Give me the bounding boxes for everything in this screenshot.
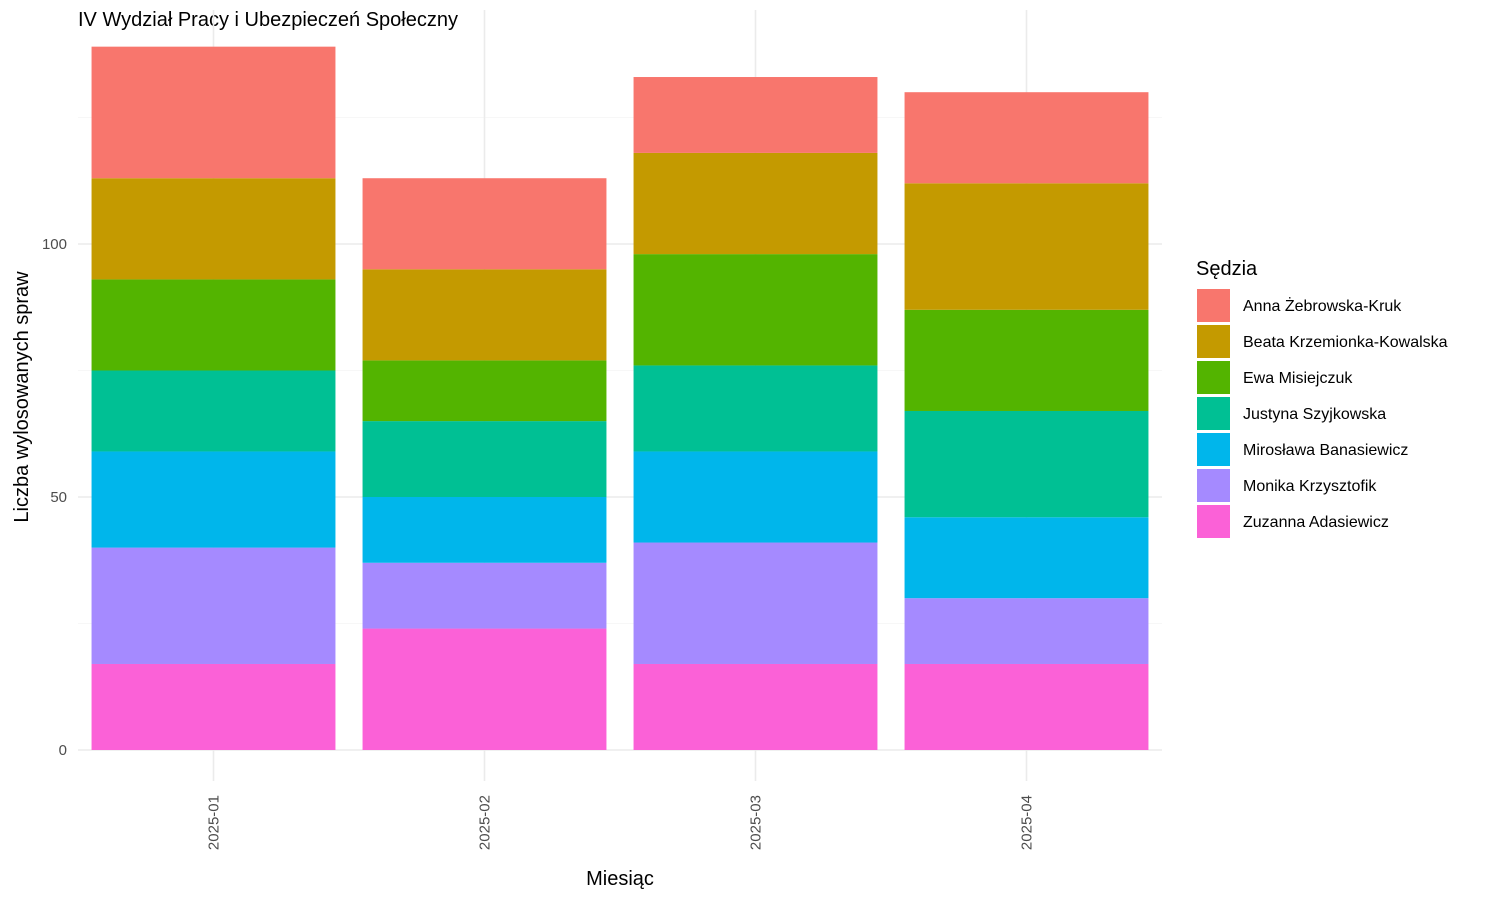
bar-segment [904, 92, 1149, 184]
y-axis-ticks: 0 50 100 [42, 236, 67, 759]
legend-label: Zuzanna Adasiewicz [1243, 514, 1389, 531]
legend-swatch [1197, 325, 1230, 358]
y-tick-label: 50 [50, 489, 67, 506]
chart-title: IV Wydział Pracy i Ubezpieczeń Społeczny [78, 9, 458, 31]
legend-label: Ewa Misiejczuk [1243, 370, 1353, 387]
legend-swatch [1197, 289, 1230, 322]
legend-label: Monika Krzysztofik [1243, 478, 1377, 495]
bar-segment [362, 497, 607, 563]
legend-swatch [1197, 433, 1230, 466]
legend-swatch [1197, 397, 1230, 430]
legend-label: Mirosława Banasiewicz [1243, 442, 1408, 459]
bar-segment [362, 178, 607, 270]
bar-segment [91, 178, 336, 280]
bar-segment [904, 183, 1149, 310]
y-tick-label: 100 [42, 236, 67, 253]
legend-swatch [1197, 469, 1230, 502]
x-tick-label: 2025-02 [477, 795, 494, 850]
bar-segment [91, 663, 336, 750]
bar-segment [91, 46, 336, 179]
bar-segment [362, 628, 607, 750]
legend-label: Justyna Szyjkowska [1243, 406, 1386, 423]
bar-segment [362, 421, 607, 497]
bar-segment [91, 279, 336, 371]
bar-segment [633, 77, 878, 153]
legend: Sędzia Anna Żebrowska-Kruk Beata Krzemion… [1196, 258, 1448, 538]
bar-segment [904, 663, 1149, 750]
bar-segment [91, 370, 336, 452]
bar-segment [633, 365, 878, 452]
x-axis-ticks: 2025-01 2025-02 2025-03 2025-04 [206, 795, 1036, 850]
bar-segment [904, 517, 1149, 599]
legend-label: Beata Krzemionka-Kowalska [1243, 334, 1448, 351]
bar-segment [362, 562, 607, 629]
x-tick-label: 2025-03 [748, 795, 765, 850]
bar-segment [633, 152, 878, 255]
legend-swatch [1197, 505, 1230, 538]
legend-swatch [1197, 361, 1230, 394]
x-tick-label: 2025-04 [1019, 795, 1036, 850]
x-tick-label: 2025-01 [206, 795, 223, 850]
bar-segment [904, 309, 1149, 411]
bars [91, 46, 1149, 750]
bar-segment [904, 598, 1149, 664]
x-axis-title: Miesiąc [586, 868, 654, 890]
y-tick-label: 0 [59, 742, 67, 759]
bar-segment [633, 254, 878, 366]
bar-segment [633, 451, 878, 543]
bar-segment [362, 360, 607, 422]
bar-segment [633, 663, 878, 750]
legend-title: Sędzia [1196, 258, 1258, 280]
bar-segment [633, 542, 878, 664]
y-axis-title: Liczba wylosowanych spraw [11, 271, 33, 523]
bar-segment [91, 451, 336, 548]
bar-segment [91, 547, 336, 664]
bar-segment [362, 269, 607, 361]
bar-segment [904, 410, 1149, 518]
legend-label: Anna Żebrowska-Kruk [1243, 296, 1402, 315]
